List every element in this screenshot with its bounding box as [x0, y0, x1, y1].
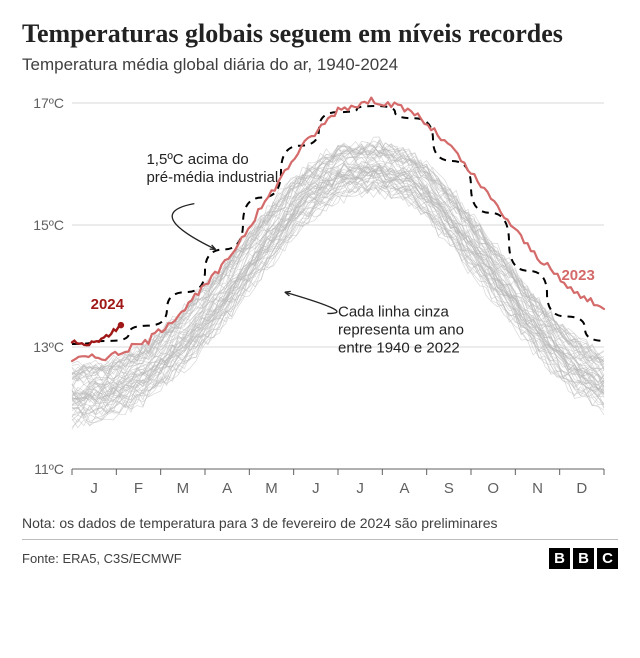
chart-subtitle: Temperatura média global diária do ar, 1… — [22, 55, 618, 75]
svg-text:2023: 2023 — [561, 267, 594, 284]
svg-text:A: A — [399, 480, 409, 497]
svg-text:13ºC: 13ºC — [33, 339, 64, 355]
svg-text:D: D — [576, 480, 587, 497]
svg-text:O: O — [487, 480, 499, 497]
svg-text:15ºC: 15ºC — [33, 217, 64, 233]
svg-text:Cada linha cinzarepresenta um: Cada linha cinzarepresenta um anoentre 1… — [338, 304, 464, 357]
svg-text:2024: 2024 — [91, 296, 125, 313]
svg-text:F: F — [134, 480, 143, 497]
svg-text:S: S — [444, 480, 454, 497]
svg-text:M: M — [265, 480, 278, 497]
source-label: Fonte: ERA5, C3S/ECMWF — [22, 551, 182, 566]
svg-text:1,5ºC acima dopré-média indust: 1,5ºC acima dopré-média industrial — [146, 151, 278, 186]
bbc-block-3: C — [597, 548, 618, 569]
bbc-logo: B B C — [549, 548, 618, 569]
chart-note: Nota: os dados de temperatura para 3 de … — [22, 515, 618, 531]
chart-title: Temperaturas globais seguem em níveis re… — [22, 18, 618, 49]
svg-text:A: A — [222, 480, 232, 497]
svg-text:M: M — [177, 480, 190, 497]
svg-text:N: N — [532, 480, 543, 497]
bbc-block-1: B — [549, 548, 570, 569]
svg-text:17ºC: 17ºC — [33, 95, 64, 111]
svg-text:J: J — [356, 480, 364, 497]
svg-text:11ºC: 11ºC — [34, 461, 64, 477]
chart-area: 11ºC 13ºC 15ºC 17ºC J F M A M J J A S O N D 1,5ºC acima … — [22, 85, 618, 505]
svg-text:J: J — [90, 480, 98, 497]
bbc-block-2: B — [573, 548, 594, 569]
chart-svg: 11ºC 13ºC 15ºC 17ºC J F M A M J J A S O N D 1,5ºC acima … — [22, 85, 618, 505]
svg-text:J: J — [312, 480, 320, 497]
